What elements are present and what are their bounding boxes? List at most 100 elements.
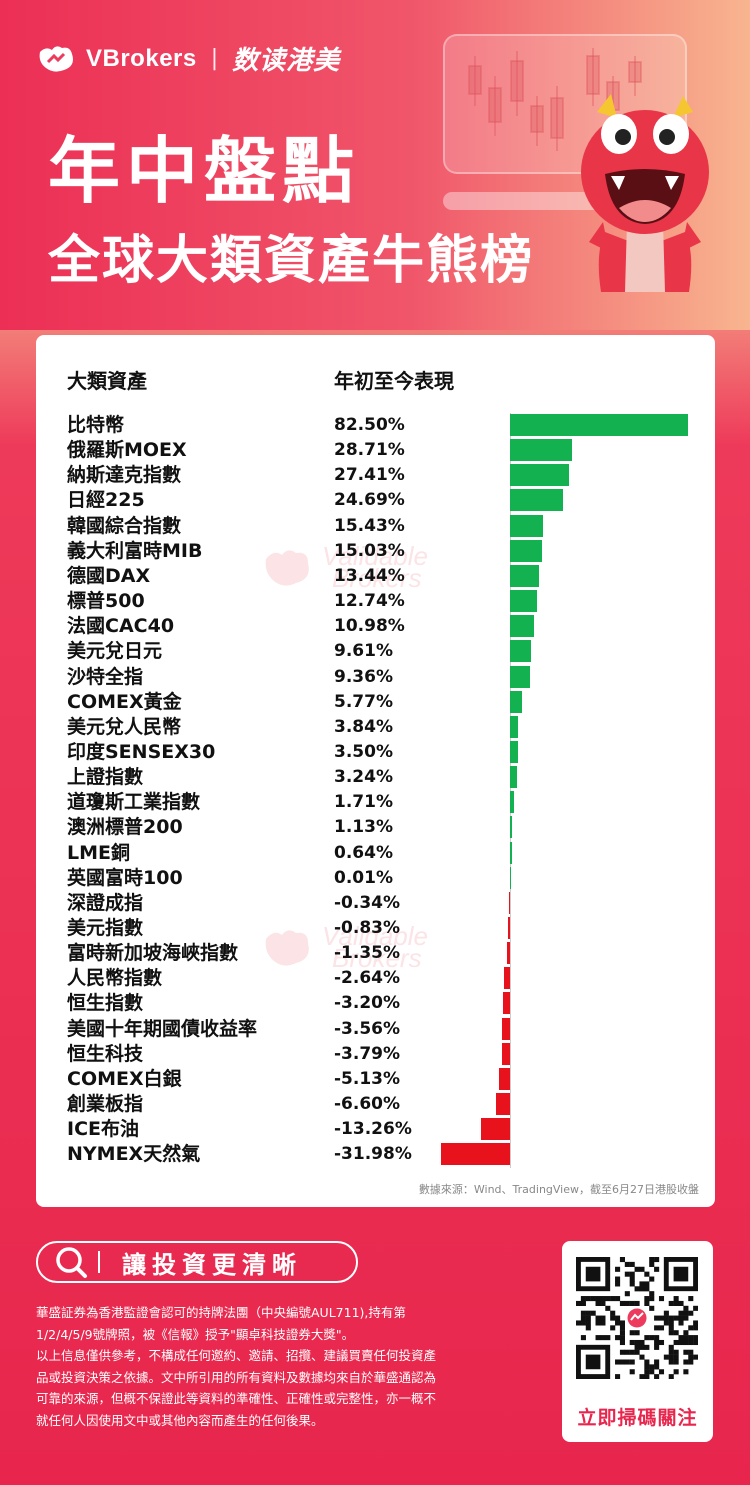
performance-bar [510,791,514,814]
asset-performance: 3.24% [334,767,393,788]
asset-name: 澳洲標普200 [67,816,183,839]
search-banner-label: 讓投資更清晰 [122,1250,302,1279]
asset-name: 美國十年期國債收益率 [67,1017,258,1040]
asset-name: 人民幣指數 [67,967,163,990]
performance-bar [503,992,510,1015]
brand-name-cn: 数读港美 [232,46,341,76]
asset-performance: 9.36% [334,666,393,687]
asset-performance: 24.69% [334,490,405,511]
performance-bar [510,665,531,688]
asset-performance: -1.35% [334,943,401,964]
performance-bar [498,1067,510,1090]
watermark-line-1: Validable [322,921,429,951]
disclaimer-line: 就任何人因使用文中或其他內容而產生的任何後果。 [36,1412,324,1428]
qr-label: 立即掃碼關注 [577,1407,698,1429]
asset-name: 印度SENSEX30 [67,740,216,763]
asset-name: 美元指數 [67,917,144,939]
watermark-line-2: Brokers [332,563,422,593]
performance-bar [481,1118,510,1141]
table-row: COMEX黃金 5.77% [36,690,715,715]
asset-name: 上證指數 [67,766,144,789]
asset-performance: 1.13% [334,817,393,838]
performance-bar [510,740,518,763]
asset-performance: -31.98% [334,1144,412,1165]
page-subtitle: 全球大類資產牛熊榜 [48,231,535,291]
asset-performance: 27.41% [334,465,405,486]
table-row: 比特幣 82.50% [36,413,715,438]
table-row: 俄羅斯MOEX 28.71% [36,438,715,463]
asset-name: 恒生科技 [67,1042,144,1065]
watermark: Validable Brokers [265,541,429,593]
performance-bar [510,590,538,613]
asset-name: 英國富時100 [67,866,183,889]
performance-bar [510,439,572,462]
performance-bar [510,690,523,713]
performance-bar [510,564,539,587]
asset-name: 韓國綜合指數 [67,514,182,537]
performance-bar [504,967,510,990]
asset-name: 美元兌日元 [67,640,163,663]
qr-card[interactable]: 立即掃碼關注 [562,1241,713,1442]
asset-name: COMEX黃金 [67,690,182,713]
asset-name: 標普500 [67,590,145,613]
table-row: 上證指數 3.24% [36,765,715,790]
performance-bar [495,1093,510,1116]
asset-name: 法國CAC40 [67,615,175,638]
asset-performance: 5.77% [334,691,393,712]
table-row: 印度SENSEX30 3.50% [36,740,715,765]
table-row: 美國十年期國債收益率 -3.56% [36,1017,715,1042]
asset-name: 沙特全指 [67,665,144,688]
disclaimer-line: 以上信息僅供參考，不構成任何邀約、邀請、招攬、建議買賣任何投資產 [36,1348,437,1363]
column-header-performance: 年初至今表現 [334,369,454,393]
asset-performance: 10.98% [334,616,405,637]
table-row: 納斯達克指數 27.41% [36,463,715,488]
performance-bar [508,917,510,939]
table-row: 日經225 24.69% [36,488,715,513]
qr-code[interactable] [576,1257,699,1380]
chart-axis [510,413,511,1168]
table-row: 德國DAX 13.44% [36,564,715,589]
asset-performance: 15.03% [334,540,405,561]
asset-performance: 1.71% [334,792,393,813]
table-row: 深證成指 -0.34% [36,891,715,916]
performance-bar [510,640,531,663]
table-row: LME銅 0.64% [36,841,715,866]
watermark-line-1: Validable [322,541,429,571]
mascot-dragon-icon [575,92,715,297]
asset-performance: 13.44% [334,565,405,586]
asset-performance: 0.64% [334,842,393,863]
table-row: 法國CAC40 10.98% [36,614,715,639]
column-header-asset: 大類資產 [67,369,147,393]
search-icon [38,1243,98,1281]
asset-name: 富時新加坡海峽指數 [67,942,239,965]
table-row: NYMEX天然氣 -31.98% [36,1142,715,1167]
asset-performance: -6.60% [334,1094,401,1115]
table-row: COMEX白銀 -5.13% [36,1067,715,1092]
disclaimer: 華盛証券為香港監證會認可的持牌法團（中央編號AUL711),持有第 1/2/4/… [36,1302,530,1431]
table-row: 義大利富時MIB 15.03% [36,539,715,564]
performance-bar [441,1143,510,1166]
table-row: ICE布油 -13.26% [36,1117,715,1142]
asset-name: NYMEX天然氣 [67,1143,201,1166]
disclaimer-line: 華盛証券為香港監證會認可的持牌法團（中央編號AUL711),持有第 [36,1305,406,1320]
asset-performance: -5.13% [334,1068,401,1089]
performance-bar [510,715,519,738]
asset-performance: -2.64% [334,968,401,989]
asset-performance: -0.83% [334,918,401,938]
table-row: 英國富時100 0.01% [36,866,715,891]
asset-performance: -13.26% [334,1119,412,1140]
table-row: 澳洲標普200 1.13% [36,815,715,840]
performance-bar [508,891,510,914]
performance-bar [510,766,517,789]
table-row: 沙特全指 9.36% [36,665,715,690]
watermark-logo-icon [265,550,309,586]
asset-name: 恒生指數 [67,992,144,1015]
asset-name: ICE布油 [67,1118,139,1141]
search-banner[interactable]: 讓投資更清晰 [36,1241,358,1283]
asset-name: 俄羅斯MOEX [67,439,187,462]
asset-performance: 28.71% [334,440,405,461]
table-row: 創業板指 -6.60% [36,1092,715,1117]
brand-separator: | [210,46,219,71]
performance-bar [510,539,543,562]
